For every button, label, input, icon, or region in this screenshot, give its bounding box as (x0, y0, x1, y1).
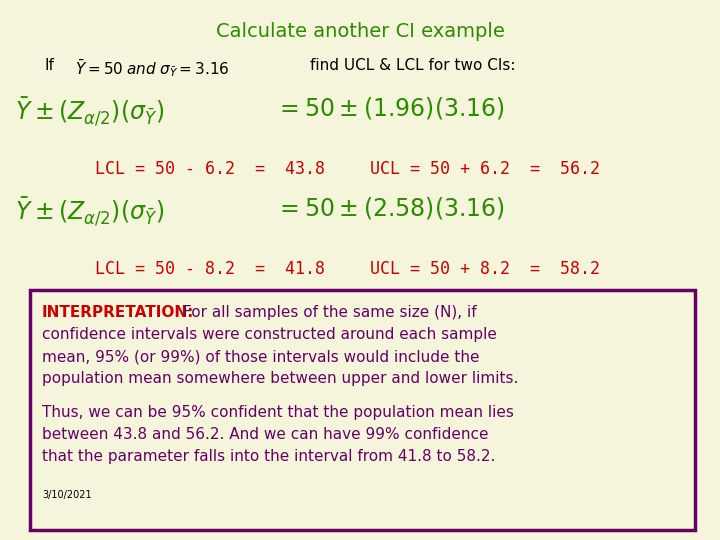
Text: 3/10/2021: 3/10/2021 (42, 490, 91, 500)
Text: $\bar{Y} \pm (Z_{\alpha/2})(\sigma_{\bar{Y}})$: $\bar{Y} \pm (Z_{\alpha/2})(\sigma_{\bar… (15, 95, 164, 127)
Text: UCL = 50 + 8.2  =  58.2: UCL = 50 + 8.2 = 58.2 (370, 260, 600, 278)
Text: INTERPRETATION:: INTERPRETATION: (42, 305, 194, 320)
Text: confidence intervals were constructed around each sample: confidence intervals were constructed ar… (42, 327, 497, 342)
Text: If: If (45, 58, 55, 73)
Text: between 43.8 and 56.2. And we can have 99% confidence: between 43.8 and 56.2. And we can have 9… (42, 427, 488, 442)
Text: population mean somewhere between upper and lower limits.: population mean somewhere between upper … (42, 371, 518, 386)
Text: $= 50 \pm (2.58)(3.16)$: $= 50 \pm (2.58)(3.16)$ (275, 195, 505, 221)
Text: $= 50 \pm (1.96)(3.16)$: $= 50 \pm (1.96)(3.16)$ (275, 95, 505, 121)
Text: LCL = 50 - 8.2  =  41.8: LCL = 50 - 8.2 = 41.8 (95, 260, 325, 278)
Text: Calculate another CI example: Calculate another CI example (215, 22, 505, 41)
Text: $\bar{Y} \pm (Z_{\alpha/2})(\sigma_{\bar{Y}})$: $\bar{Y} \pm (Z_{\alpha/2})(\sigma_{\bar… (15, 195, 164, 227)
Text: For all samples of the same size (N), if: For all samples of the same size (N), if (183, 305, 477, 320)
Text: $\bar{Y} = 50 \; and \; \sigma_{\bar{Y}} = 3.16$: $\bar{Y} = 50 \; and \; \sigma_{\bar{Y}}… (75, 57, 230, 79)
Text: Thus, we can be 95% confident that the population mean lies: Thus, we can be 95% confident that the p… (42, 405, 514, 420)
Text: LCL = 50 - 6.2  =  43.8: LCL = 50 - 6.2 = 43.8 (95, 160, 325, 178)
Text: that the parameter falls into the interval from 41.8 to 58.2.: that the parameter falls into the interv… (42, 449, 495, 464)
Text: find UCL & LCL for two CIs:: find UCL & LCL for two CIs: (310, 58, 516, 73)
Text: UCL = 50 + 6.2  =  56.2: UCL = 50 + 6.2 = 56.2 (370, 160, 600, 178)
Text: mean, 95% (or 99%) of those intervals would include the: mean, 95% (or 99%) of those intervals wo… (42, 349, 480, 364)
Bar (30, 290, 695, 530)
